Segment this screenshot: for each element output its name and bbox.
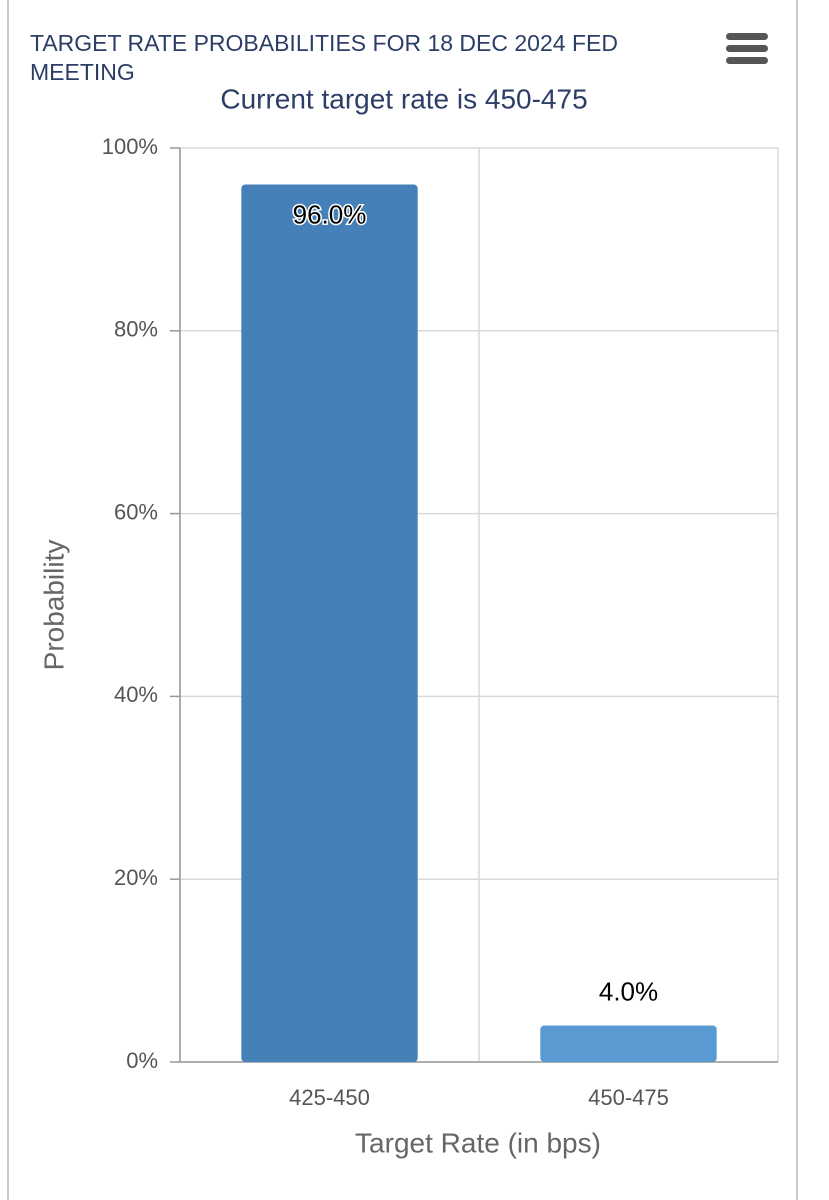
data-label: 96.0% <box>293 199 367 229</box>
menu-bar[interactable] <box>726 57 768 64</box>
menu-bar[interactable] <box>726 45 768 52</box>
data-label: 4.0% <box>599 976 658 1006</box>
chart-title: TARGET RATE PROBABILITIES FOR 18 DEC 202… <box>30 30 618 56</box>
menu-button[interactable] <box>726 33 768 64</box>
bar <box>540 1025 717 1062</box>
y-tick-label: 40% <box>114 682 158 707</box>
y-tick-label: 20% <box>114 865 158 890</box>
y-tick-label: 80% <box>114 317 158 342</box>
chart-subtitle: Current target rate is 450-475 <box>220 83 587 114</box>
y-tick-label: 0% <box>126 1048 158 1073</box>
chart-title: MEETING <box>30 59 135 85</box>
y-tick-label: 100% <box>102 134 158 159</box>
bar <box>241 184 418 1062</box>
y-axis-title: Probability <box>38 540 69 671</box>
menu-bar[interactable] <box>726 33 768 40</box>
y-tick-label: 60% <box>114 499 158 524</box>
x-tick-label: 425-450 <box>289 1085 370 1110</box>
x-axis-title: Target Rate (in bps) <box>355 1127 601 1158</box>
x-tick-label: 450-475 <box>588 1085 669 1110</box>
